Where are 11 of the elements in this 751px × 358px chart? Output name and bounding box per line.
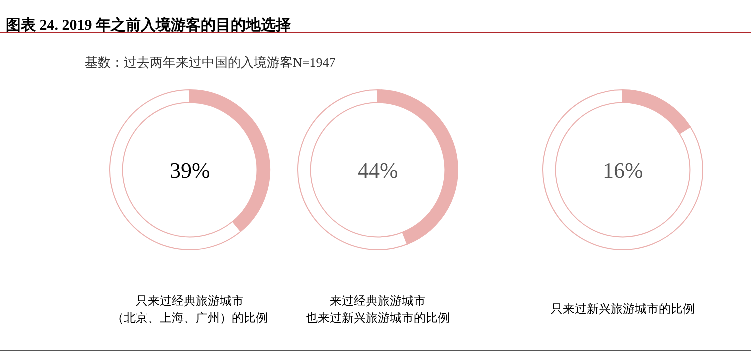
text: （北京、上海、广州）的比例 — [112, 311, 268, 325]
chart-subtitle: 基数：过去两年来过中国的入境游客N=1947 — [85, 55, 336, 70]
donut-slice — [542, 90, 704, 250]
text: 16% — [603, 158, 644, 183]
chart-title: 图表 24. 2019 年之前入境游客的目的地选择 — [6, 16, 291, 34]
text: 只来过新兴旅游城市的比例 — [551, 302, 695, 316]
text: 44% — [358, 158, 398, 183]
text: 39% — [170, 158, 210, 183]
text: 只来过经典旅游城市 — [136, 294, 244, 308]
text: 来过经典旅游城市 — [330, 294, 426, 308]
text: 也来过新兴旅游城市的比例 — [306, 311, 450, 325]
